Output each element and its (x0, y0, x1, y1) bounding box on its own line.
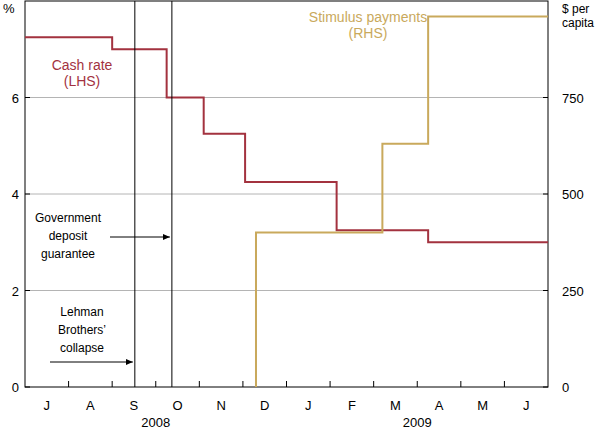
grid-line (25, 290, 548, 291)
y-axis-label: % (3, 1, 15, 16)
series-label-line: (LHS) (64, 73, 101, 89)
series-label-line: Cash rate (52, 57, 113, 73)
y2-tick-label: 0 (562, 380, 569, 395)
month-boundary-tick (242, 381, 243, 387)
month-boundary-tick (330, 381, 331, 387)
grid-line (25, 97, 548, 98)
x-tick-label: F (348, 398, 356, 413)
x-tick-label: S (130, 398, 139, 413)
y-tick (25, 387, 30, 388)
y2-axis-label: capita (562, 16, 594, 30)
y2-tick (543, 194, 548, 195)
y2-tick (543, 290, 548, 291)
x-tick-label: N (216, 398, 225, 413)
x-tick-label: O (172, 398, 182, 413)
y-tick-label: 6 (12, 91, 19, 106)
y2-tick (543, 387, 548, 388)
year-label: 2009 (403, 415, 432, 430)
series-line (256, 16, 548, 387)
y-tick (25, 290, 30, 291)
month-boundary-tick (199, 381, 200, 387)
series-label-line: (RHS) (349, 25, 388, 41)
series-label: Cash rate(LHS) (52, 57, 113, 89)
x-tick-label: M (390, 398, 401, 413)
x-tick-label: J (44, 398, 51, 413)
x-tick-label: J (305, 398, 312, 413)
annotation-text: Lehman (60, 305, 103, 319)
x-tick-label: A (86, 398, 95, 413)
annotation-text: Government (35, 211, 102, 225)
month-boundary-tick (460, 381, 461, 387)
y-tick-label: 2 (12, 284, 19, 299)
y-tick-label: 4 (12, 187, 19, 202)
x-tick-label: M (477, 398, 488, 413)
event-line (171, 1, 172, 387)
y-tick (25, 97, 30, 98)
annotation-text: guarantee (41, 247, 95, 261)
annotation-arrow (50, 362, 133, 363)
annotation-text: deposit (49, 229, 88, 243)
plot-frame (25, 1, 548, 387)
annotation-text: Brothers’ (58, 323, 106, 337)
x-tick-label: J (523, 398, 530, 413)
month-boundary-tick (417, 381, 418, 387)
grid-line (25, 194, 548, 195)
month-boundary-tick (286, 381, 287, 387)
y2-tick-label: 250 (562, 284, 584, 299)
y-tick-label: 0 (12, 380, 19, 395)
series-label-line: Stimulus payments (309, 9, 427, 25)
series-label: Stimulus payments(RHS) (309, 9, 427, 41)
x-tick-label: A (435, 398, 444, 413)
month-boundary-tick (155, 381, 156, 387)
y2-tick-label: 500 (562, 187, 584, 202)
month-boundary-tick (112, 381, 113, 387)
chart: 0 2 4 6 0 250 500 750% $ percapita J A S O N D J F M A M J 20… (0, 0, 600, 432)
y2-tick (543, 97, 548, 98)
month-boundary-tick (373, 381, 374, 387)
event-line (134, 1, 135, 387)
annotation-text: collapse (60, 341, 104, 355)
year-label: 2008 (141, 415, 170, 430)
series-group (25, 16, 548, 387)
x-tick-label: D (260, 398, 269, 413)
month-boundary-tick (504, 381, 505, 387)
series-line (25, 37, 548, 242)
y-tick (25, 194, 30, 195)
month-boundary-tick (68, 381, 69, 387)
y2-tick-label: 750 (562, 91, 584, 106)
y2-axis-label: $ per (562, 2, 589, 16)
annotation-arrow (110, 237, 170, 238)
